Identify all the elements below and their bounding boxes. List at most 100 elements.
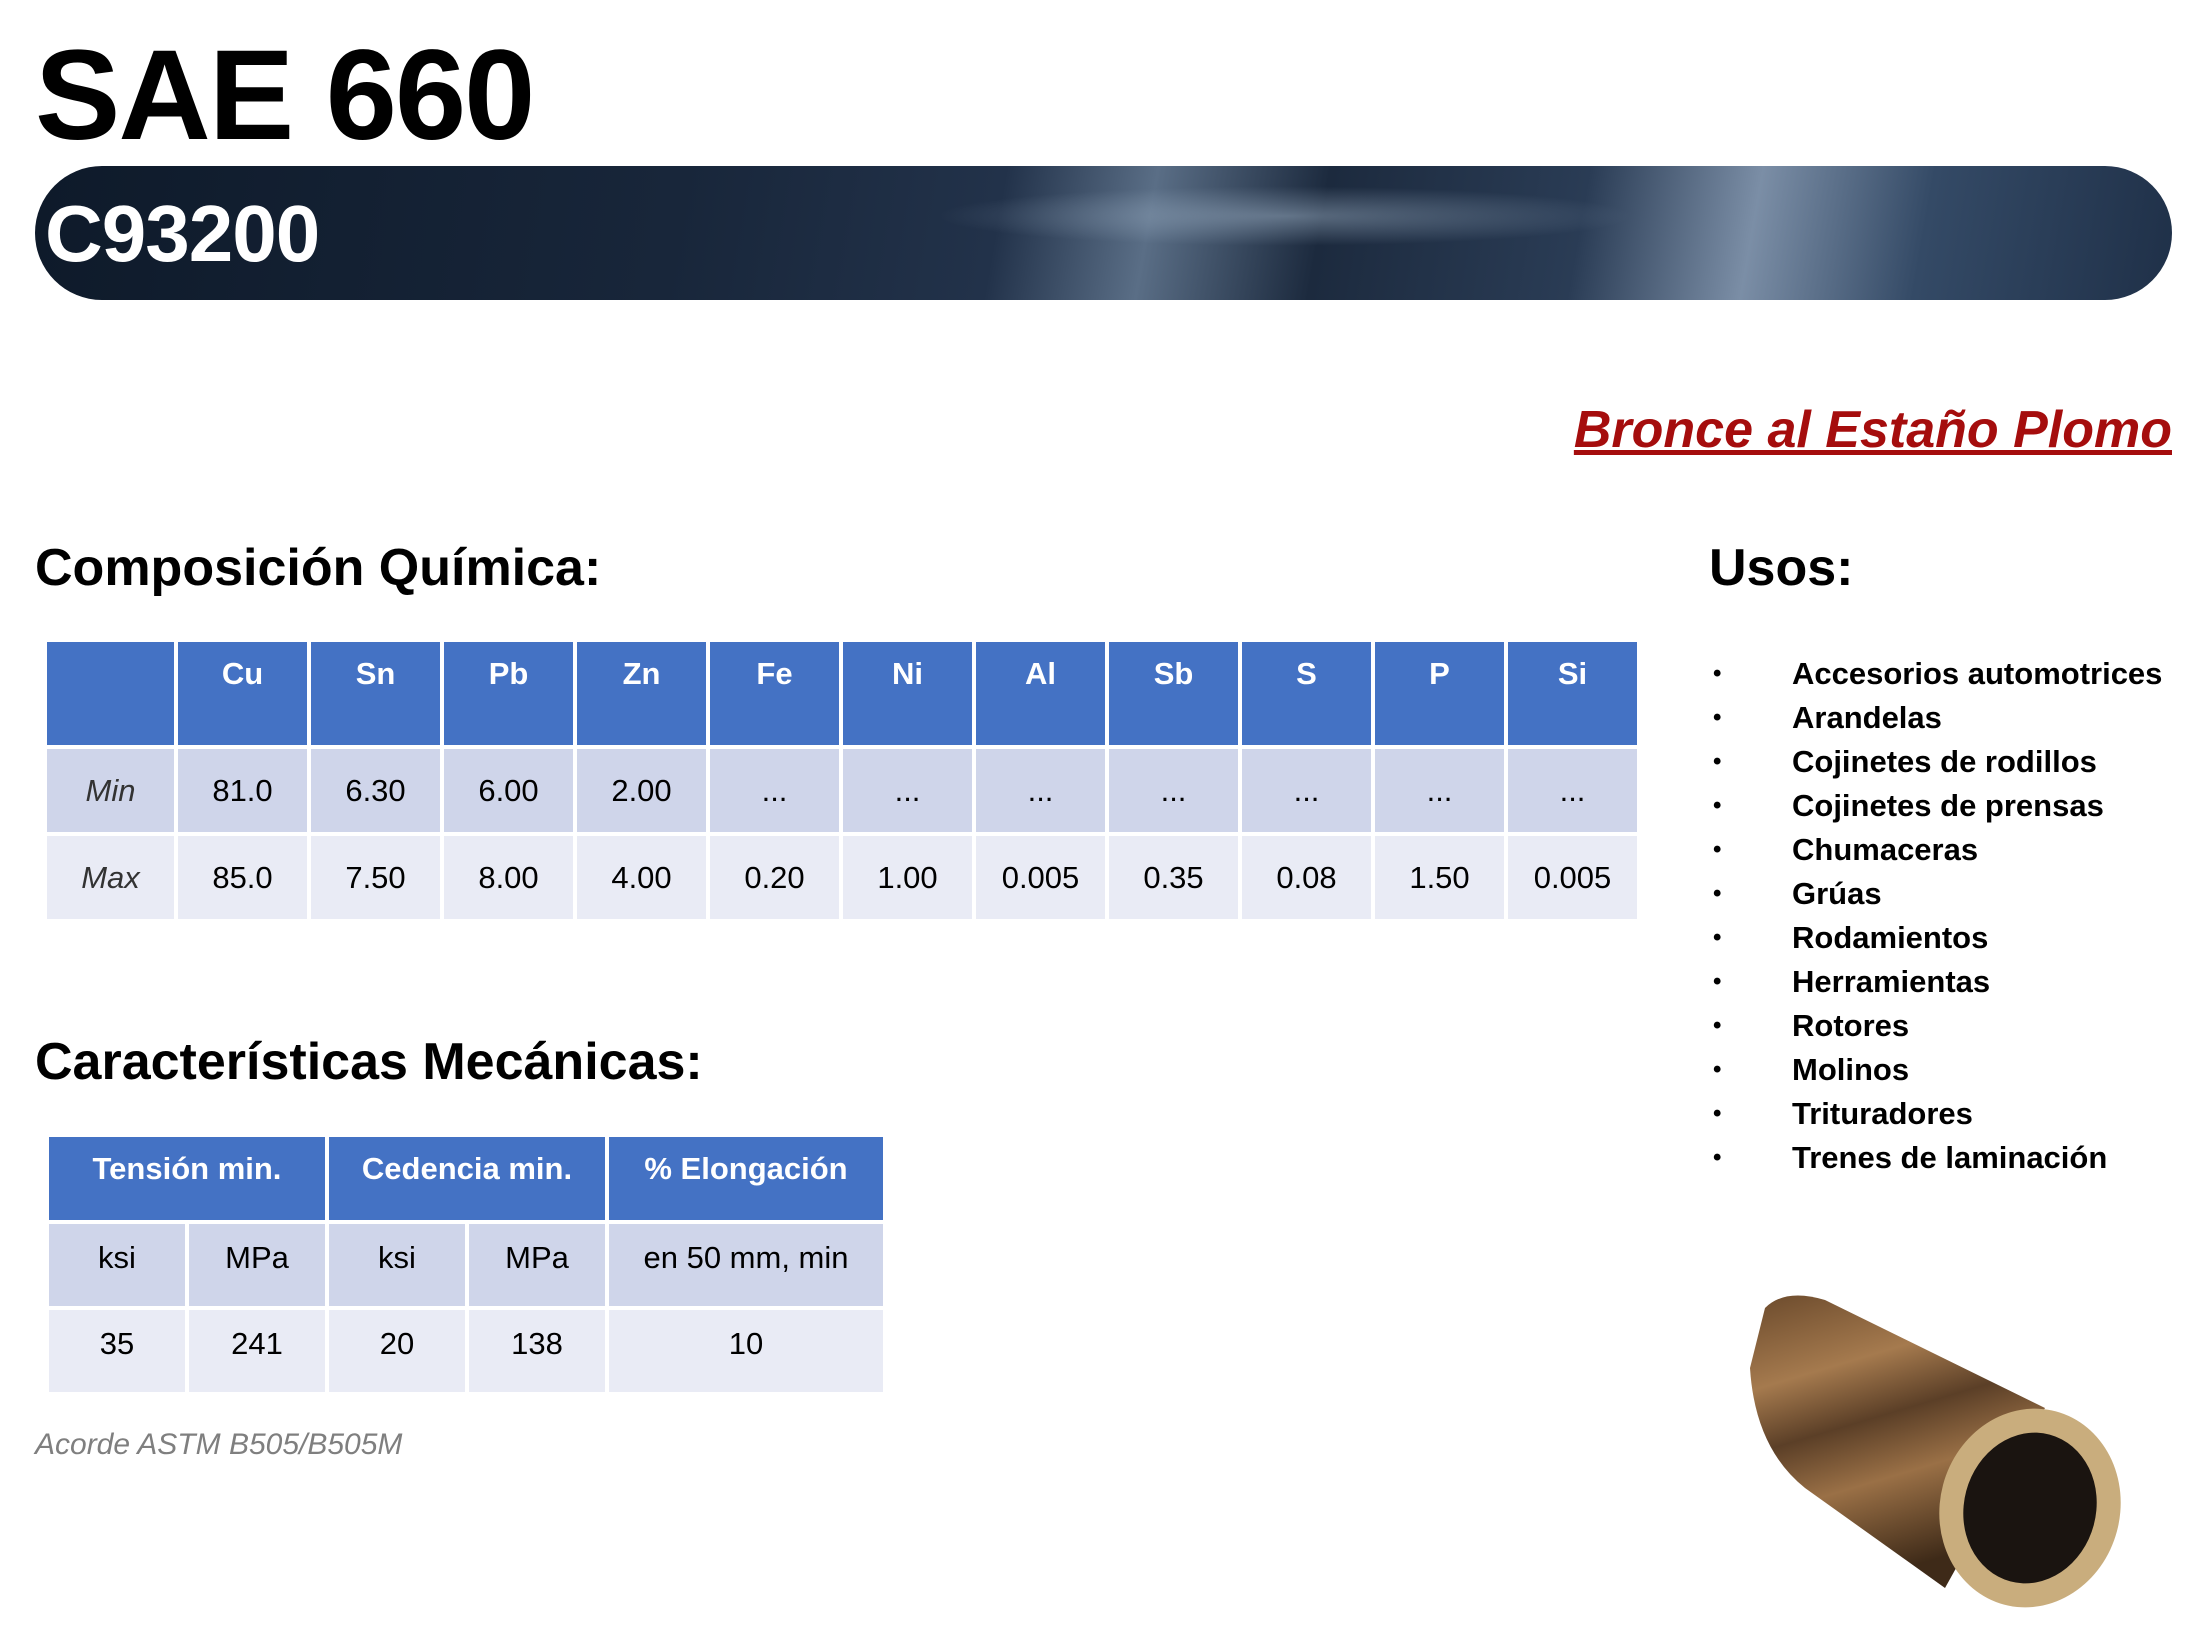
bullet-icon: • xyxy=(1713,1012,1722,1039)
value-cell: ... xyxy=(1242,749,1371,832)
mechanical-table: Tensión min. Cedencia min. % Elongación … xyxy=(45,1133,887,1396)
value-cell: ... xyxy=(1508,749,1637,832)
composition-heading: Composición Química: xyxy=(35,539,602,597)
table-header-row: Tensión min. Cedencia min. % Elongación xyxy=(49,1137,883,1220)
value-cell: 1.50 xyxy=(1375,836,1504,919)
header-elongacion: % Elongación xyxy=(609,1137,883,1220)
use-label: Molinos xyxy=(1792,1052,1910,1087)
alloy-code: C93200 xyxy=(45,189,320,278)
column-header: Sn xyxy=(311,642,440,745)
value-cell: ... xyxy=(843,749,972,832)
use-label: Arandelas xyxy=(1792,700,1942,735)
value-cell: 0.08 xyxy=(1242,836,1371,919)
list-item: • Accesorios automotrices xyxy=(1709,652,2162,696)
list-item: • Molinos xyxy=(1709,1048,2162,1092)
value-cell: 10 xyxy=(609,1310,883,1392)
unit-cell: ksi xyxy=(49,1224,185,1306)
bullet-icon: • xyxy=(1713,1056,1722,1083)
column-header: Pb xyxy=(444,642,573,745)
use-label: Cojinetes de prensas xyxy=(1792,788,2104,823)
list-item: • Rotores xyxy=(1709,1004,2162,1048)
value-cell: 81.0 xyxy=(178,749,307,832)
value-cell: ... xyxy=(1109,749,1238,832)
unit-cell: ksi xyxy=(329,1224,465,1306)
bullet-icon: • xyxy=(1713,748,1722,775)
value-cell: 1.00 xyxy=(843,836,972,919)
use-label: Grúas xyxy=(1792,876,1882,911)
table-row: ksi MPa ksi MPa en 50 mm, min xyxy=(49,1224,883,1306)
use-label: Cojinetes de rodillos xyxy=(1792,744,2097,779)
list-item: • Cojinetes de prensas xyxy=(1709,784,2162,828)
value-cell: 0.005 xyxy=(1508,836,1637,919)
bullet-icon: • xyxy=(1713,792,1722,819)
mechanical-heading: Características Mecánicas: xyxy=(35,1033,703,1091)
banner: C93200 xyxy=(35,166,2172,300)
value-cell: 138 xyxy=(469,1310,605,1392)
table-row: Max 85.0 7.50 8.00 4.00 0.20 1.00 0.005 0.35 0.08… xyxy=(47,836,1637,919)
value-cell: 0.20 xyxy=(710,836,839,919)
unit-cell: MPa xyxy=(469,1224,605,1306)
composition-table: Cu Sn Pb Zn Fe Ni Al Sb S P Si Min 81.0 6.30 6.00 2.00… xyxy=(43,638,1641,923)
column-header: Sb xyxy=(1109,642,1238,745)
column-header: P xyxy=(1375,642,1504,745)
column-header xyxy=(47,642,174,745)
value-cell: 8.00 xyxy=(444,836,573,919)
bullet-icon: • xyxy=(1713,704,1722,731)
bronze-tube-image xyxy=(1750,1295,2121,1608)
column-header: Ni xyxy=(843,642,972,745)
list-item: • Rodamientos xyxy=(1709,916,2162,960)
value-cell: 20 xyxy=(329,1310,465,1392)
bullet-icon: • xyxy=(1713,660,1722,687)
value-cell: 6.00 xyxy=(444,749,573,832)
bullet-icon: • xyxy=(1713,1144,1722,1171)
value-cell: 0.005 xyxy=(976,836,1105,919)
use-label: Accesorios automotrices xyxy=(1792,656,2163,691)
unit-cell: en 50 mm, min xyxy=(609,1224,883,1306)
banner-highlight xyxy=(935,186,1635,246)
value-cell: 241 xyxy=(189,1310,325,1392)
uses-heading: Usos: xyxy=(1709,539,1854,597)
value-cell: 35 xyxy=(49,1310,185,1392)
value-cell: 2.00 xyxy=(577,749,706,832)
bullet-icon: • xyxy=(1713,836,1722,863)
table-header-row: Cu Sn Pb Zn Fe Ni Al Sb S P Si xyxy=(47,642,1637,745)
page-title: SAE 660 xyxy=(35,24,535,167)
unit-cell: MPa xyxy=(189,1224,325,1306)
column-header: Fe xyxy=(710,642,839,745)
bullet-icon: • xyxy=(1713,924,1722,951)
list-item: • Arandelas xyxy=(1709,696,2162,740)
value-cell: 7.50 xyxy=(311,836,440,919)
column-header: Si xyxy=(1508,642,1637,745)
list-item: • Trenes de laminación xyxy=(1709,1136,2162,1180)
bullet-icon: • xyxy=(1713,880,1722,907)
column-header: Zn xyxy=(577,642,706,745)
header-tension: Tensión min. xyxy=(49,1137,325,1220)
header-cedencia: Cedencia min. xyxy=(329,1137,605,1220)
use-label: Trenes de laminación xyxy=(1792,1140,2108,1175)
list-item: • Cojinetes de rodillos xyxy=(1709,740,2162,784)
use-label: Chumaceras xyxy=(1792,832,1979,867)
value-cell: 0.35 xyxy=(1109,836,1238,919)
alloy-subtitle: Bronce al Estaño Plomo xyxy=(1573,401,2172,459)
value-cell: 6.30 xyxy=(311,749,440,832)
column-header: Al xyxy=(976,642,1105,745)
bullet-icon: • xyxy=(1713,968,1722,995)
value-cell: ... xyxy=(976,749,1105,832)
table-row: Min 81.0 6.30 6.00 2.00..................... xyxy=(47,749,1637,832)
row-label: Min xyxy=(47,749,174,832)
use-label: Rodamientos xyxy=(1792,920,1989,955)
value-cell: 85.0 xyxy=(178,836,307,919)
use-label: Trituradores xyxy=(1792,1096,1973,1131)
use-label: Herramientas xyxy=(1792,964,1991,999)
column-header: Cu xyxy=(178,642,307,745)
list-item: • Herramientas xyxy=(1709,960,2162,1004)
use-label: Rotores xyxy=(1792,1008,1910,1043)
standard-note: Acorde ASTM B505/B505M xyxy=(35,1428,403,1461)
list-item: • Trituradores xyxy=(1709,1092,2162,1136)
bullet-icon: • xyxy=(1713,1100,1722,1127)
table-row: 35 241 20 138 10 xyxy=(49,1310,883,1392)
value-cell: ... xyxy=(1375,749,1504,832)
list-item: • Chumaceras xyxy=(1709,828,2162,872)
row-label: Max xyxy=(47,836,174,919)
value-cell: 4.00 xyxy=(577,836,706,919)
